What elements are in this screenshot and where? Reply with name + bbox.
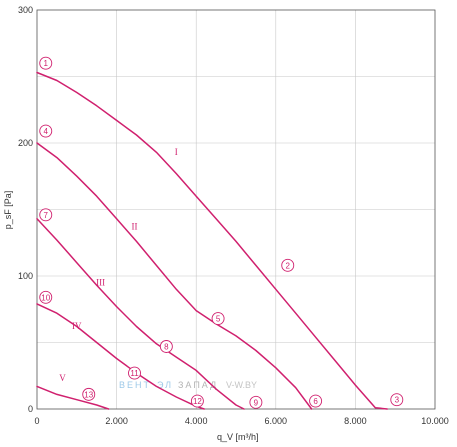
marker-circle (281, 258, 295, 272)
marker-circle (39, 208, 53, 222)
marker-circle (309, 394, 323, 408)
marker-number: 2 (286, 261, 291, 270)
x-tick-label: 10.000 (421, 416, 449, 426)
curve-i (36, 71, 388, 410)
x-tick-label: 8.000 (344, 416, 367, 426)
curve-marker-2: 2 (281, 258, 295, 272)
curve-marker-1: 1 (39, 56, 53, 70)
x-tick-label: 4.000 (185, 416, 208, 426)
curve-marker-8: 8 (159, 340, 173, 353)
marker-circle (249, 395, 263, 409)
x-tick-label: 0 (34, 416, 39, 426)
plot-frame (36, 9, 436, 410)
marker-circle (39, 56, 53, 70)
curve-label-iii: III (96, 277, 105, 287)
marker-number: 11 (130, 369, 139, 378)
curve-label-i: I (175, 147, 178, 157)
x-tick-label: 2.000 (105, 416, 128, 426)
watermark-part2: ЭЛ (157, 380, 173, 390)
curve-marker-11: 11 (128, 366, 141, 380)
marker-circle (82, 387, 96, 401)
marker-number: 9 (254, 398, 259, 407)
marker-number: 5 (216, 315, 221, 324)
y-tick-label: 200 (18, 138, 33, 148)
marker-circle (211, 312, 225, 326)
marker-circle (39, 124, 53, 138)
y-axis-ticks: 0 100 200 300 (18, 5, 33, 414)
curve-marker-7: 7 (39, 208, 53, 222)
curve-marker-13: 13 (82, 387, 96, 401)
x-axis-ticks: 0 2.000 4.000 6.000 8.000 10.000 (34, 416, 448, 426)
curve-label-v: V (59, 373, 66, 383)
marker-circle (390, 393, 404, 407)
watermark: ВЕНТ ЭЛ ЗАПАД V-W.BY (119, 380, 257, 390)
marker-circle (128, 366, 141, 380)
curve-label-iv: IV (72, 321, 82, 331)
marker-number: 8 (164, 342, 169, 351)
marker-circle (159, 340, 173, 353)
curve-marker-12: 12 (190, 394, 204, 408)
curve-v (36, 385, 110, 410)
marker-number: 4 (44, 127, 49, 136)
curve-marker-6: 6 (309, 394, 323, 408)
curve-marker-3: 3 (390, 393, 404, 407)
marker-number: 7 (44, 211, 49, 220)
y-tick-label: 300 (18, 5, 33, 15)
marker-circle (39, 290, 53, 304)
curve-label-ii: II (132, 221, 138, 231)
curve-marker-9: 9 (249, 395, 263, 409)
marker-number: 3 (395, 396, 400, 405)
curve-marker-5: 5 (211, 312, 225, 326)
curve-marker-4: 4 (39, 124, 53, 138)
marker-number: 10 (41, 293, 50, 302)
curve-markers: 1 4 7 10 13 2 5 8 11 12 9 6 3 (39, 56, 404, 409)
y-tick-label: 0 (28, 404, 33, 414)
curves (36, 71, 388, 410)
x-tick-label: 6.000 (265, 416, 288, 426)
curve-iii (36, 218, 245, 410)
y-tick-label: 100 (18, 271, 33, 281)
watermark-part1: ВЕНТ (119, 380, 151, 390)
curve-ii (36, 142, 313, 410)
marker-number: 12 (193, 397, 202, 406)
curve-marker-10: 10 (39, 290, 53, 304)
marker-number: 6 (313, 397, 318, 406)
watermark-part4: V-W.BY (226, 380, 257, 390)
x-axis-title: q_V [m³/h] (217, 432, 259, 442)
marker-circle (190, 394, 204, 408)
marker-number: 1 (44, 59, 49, 68)
watermark-part3: ЗАПАД (178, 380, 218, 390)
curve-iv (36, 303, 205, 410)
grid-lines (37, 10, 435, 409)
y-axis-title: p_sF [Pa] (3, 191, 13, 230)
marker-number: 13 (84, 390, 93, 399)
